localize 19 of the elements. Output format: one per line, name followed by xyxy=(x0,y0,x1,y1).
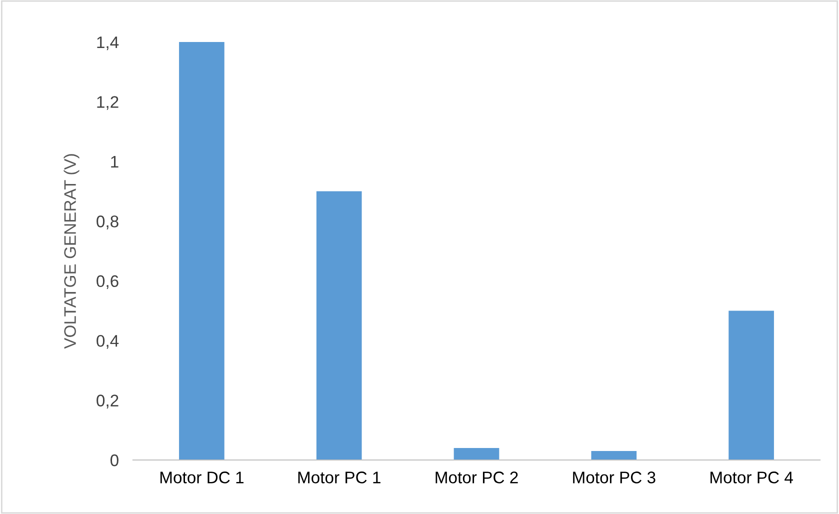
bar xyxy=(591,451,637,460)
y-tick-label: 1,2 xyxy=(97,96,118,110)
y-tick-label: 1,4 xyxy=(97,36,119,50)
y-tick-label: 1 xyxy=(111,156,118,168)
y-tick-label: 0,8 xyxy=(96,216,118,230)
x-tick-label: Motor PC 2 xyxy=(436,472,518,484)
bar xyxy=(728,310,774,460)
bar xyxy=(179,42,224,460)
x-tick-label: Motor PC 3 xyxy=(573,472,656,484)
y-axis-title: VOLTATGE GENERAT (V) xyxy=(64,154,80,349)
y-tick-label: 0,4 xyxy=(96,334,119,349)
y-tick-label: 0 xyxy=(110,454,118,466)
bar xyxy=(454,448,500,460)
y-tick-label: 0,6 xyxy=(96,275,118,290)
bar xyxy=(316,191,362,460)
x-tick-label: Motor PC 4 xyxy=(710,472,793,484)
x-tick-label: Motor PC 1 xyxy=(298,472,380,484)
y-tick-label: 0,2 xyxy=(96,394,118,408)
x-tick-label: Motor DC 1 xyxy=(160,472,244,484)
